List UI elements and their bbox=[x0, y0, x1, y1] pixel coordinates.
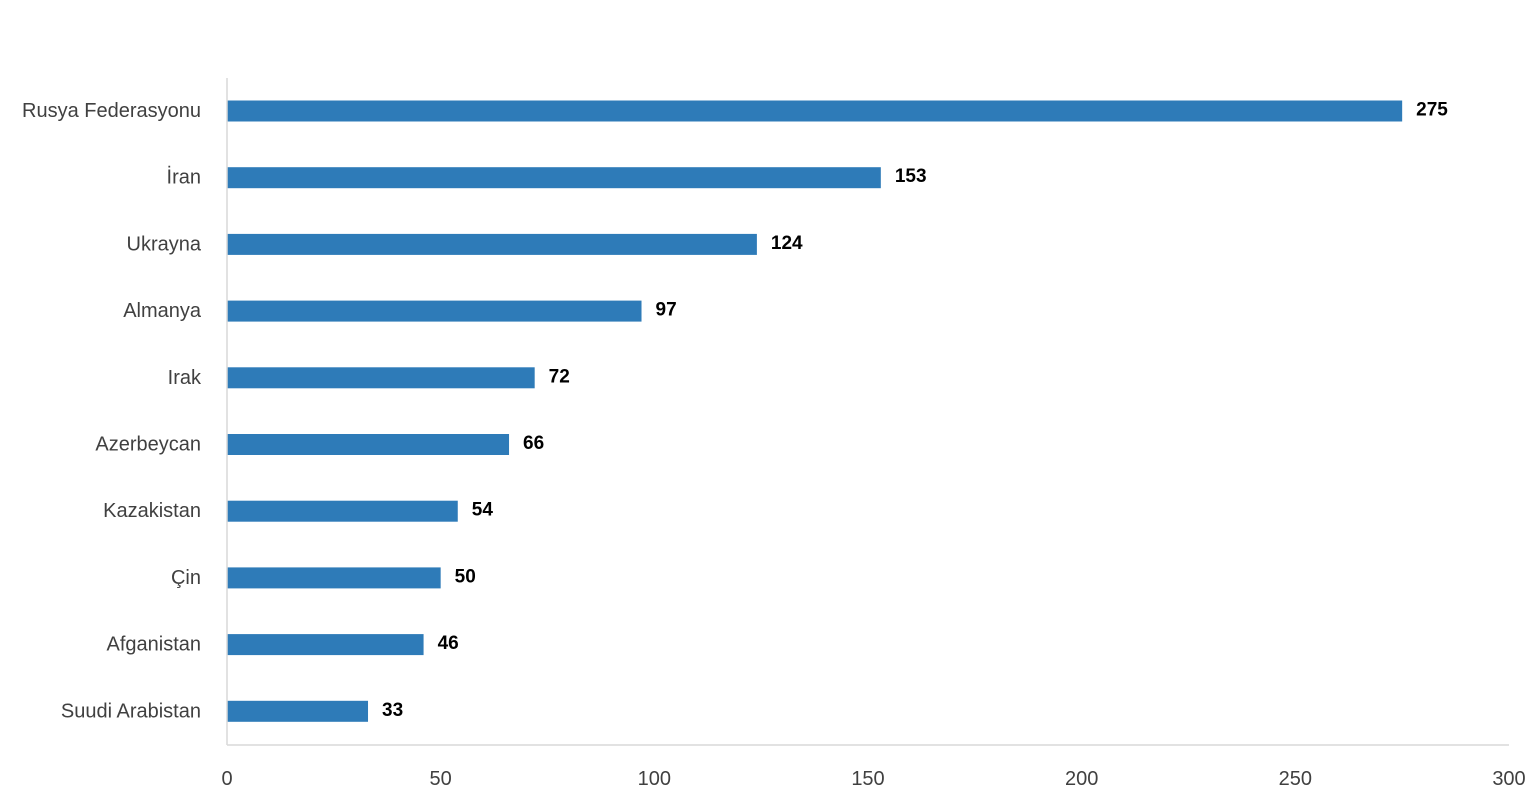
data-label-azerbeycan: 66 bbox=[523, 433, 544, 454]
x-tick-label-0: 0 bbox=[221, 768, 232, 790]
category-label-rusya-federasyonu: Rusya Federasyonu bbox=[22, 100, 201, 122]
bar-iran bbox=[227, 167, 881, 189]
data-label-cin: 50 bbox=[455, 566, 476, 587]
bar-rusya-federasyonu bbox=[227, 100, 1403, 122]
x-tick-labels: 0 50 100 150 200 250 300 bbox=[221, 768, 1525, 790]
bar-ukrayna bbox=[227, 233, 757, 255]
bar-suudi-arabistan bbox=[227, 700, 369, 722]
data-label-kazakistan: 54 bbox=[472, 500, 494, 521]
data-label-iran: 153 bbox=[895, 166, 927, 187]
data-label-ukrayna: 124 bbox=[771, 233, 803, 254]
x-tick-label-250: 250 bbox=[1279, 768, 1312, 790]
x-tick-label-50: 50 bbox=[430, 768, 452, 790]
bar-azerbeycan bbox=[227, 434, 510, 455]
bars-group bbox=[227, 100, 1403, 722]
x-tick-label-150: 150 bbox=[851, 768, 884, 790]
category-label-azerbeycan: Azerbeycan bbox=[95, 434, 201, 456]
x-tick-label-200: 200 bbox=[1065, 768, 1098, 790]
category-label-iran: İran bbox=[167, 166, 201, 189]
data-label-almanya: 97 bbox=[656, 300, 677, 321]
bar-cin bbox=[227, 567, 441, 589]
category-label-cin: Çin bbox=[171, 567, 201, 589]
bar-almanya bbox=[227, 300, 642, 322]
category-label-ukrayna: Ukrayna bbox=[127, 233, 202, 255]
bar-irak bbox=[227, 367, 535, 389]
bar-kazakistan bbox=[227, 500, 458, 522]
data-label-afganistan: 46 bbox=[438, 633, 459, 654]
category-label-irak: Irak bbox=[168, 367, 202, 389]
category-label-afganistan: Afganistan bbox=[106, 634, 201, 656]
data-label-irak: 72 bbox=[549, 366, 570, 387]
bar-afganistan bbox=[227, 634, 424, 656]
category-labels: Rusya Federasyonu İran Ukrayna Almanya Irak A… bbox=[22, 100, 202, 722]
category-label-suudi-arabistan: Suudi Arabistan bbox=[61, 700, 201, 722]
x-tick-label-300: 300 bbox=[1492, 768, 1525, 790]
data-label-rusya-federasyonu: 275 bbox=[1416, 100, 1448, 121]
data-labels: 275 153 124 97 72 66 54 50 46 33 bbox=[382, 100, 1448, 721]
category-label-almanya: Almanya bbox=[123, 300, 202, 322]
x-tick-label-100: 100 bbox=[638, 768, 671, 790]
data-label-suudi-arabistan: 33 bbox=[382, 700, 403, 721]
category-label-kazakistan: Kazakistan bbox=[103, 500, 201, 522]
